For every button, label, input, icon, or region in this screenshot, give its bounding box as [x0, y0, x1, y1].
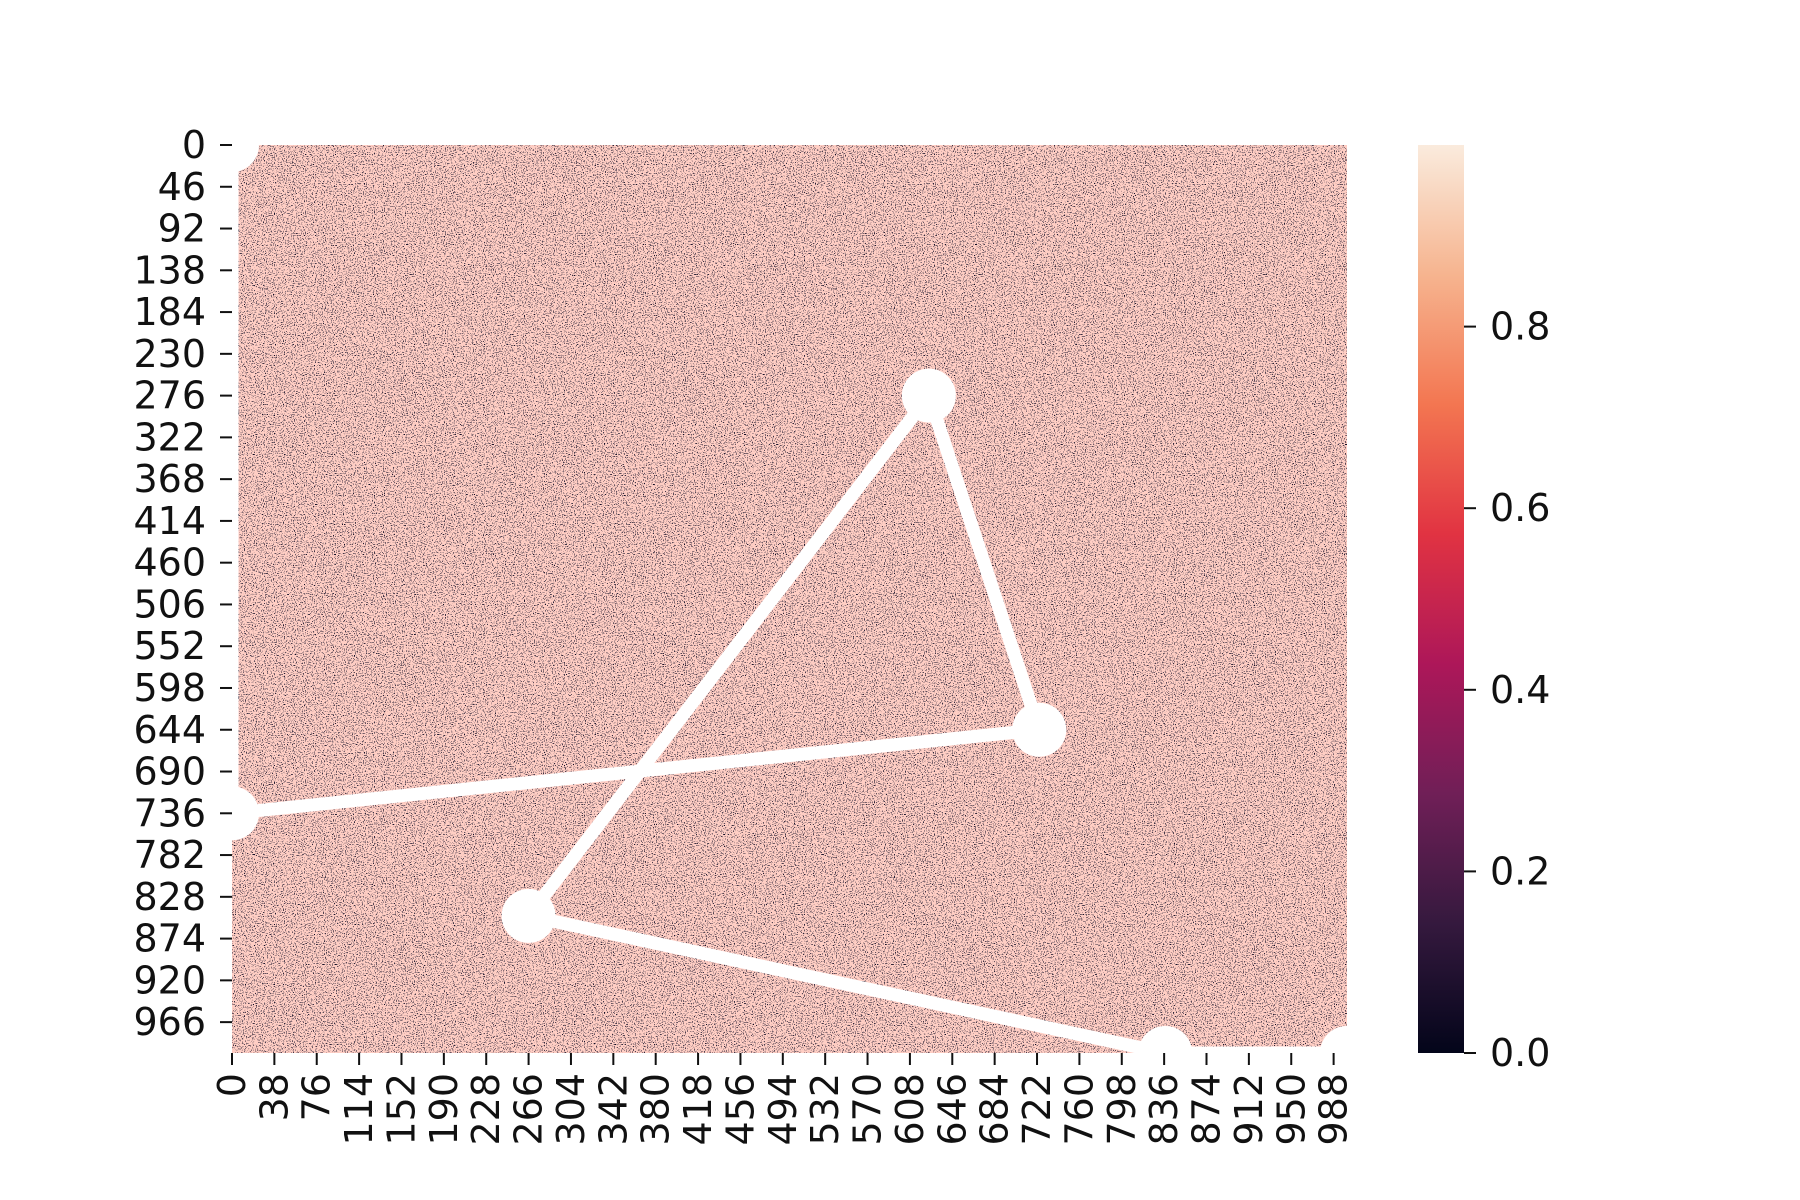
- x-tick-label: 570: [846, 1073, 890, 1146]
- y-tick-label: 184: [133, 290, 206, 334]
- y-tick-label: 644: [133, 708, 206, 752]
- x-tick-label: 190: [422, 1073, 466, 1146]
- overlay-point: [901, 368, 956, 423]
- overlay-segment: [922, 389, 1046, 737]
- overlay-segment: [522, 389, 936, 923]
- x-tick-label: 950: [1269, 1073, 1313, 1146]
- x-tick-label: 494: [761, 1073, 805, 1146]
- overlay-point: [1320, 1026, 1374, 1080]
- y-tick-label: 736: [133, 791, 206, 835]
- y-tick-label: 552: [133, 624, 206, 668]
- heatmap-cells: [232, 145, 1347, 1053]
- x-tick-label: 76: [295, 1073, 339, 1121]
- y-tick-label: 46: [158, 165, 206, 209]
- heatmap-noise-texture: [232, 145, 1347, 1053]
- y-tick-label: 230: [133, 332, 206, 376]
- colorbar-tick-label: 0.4: [1490, 668, 1550, 712]
- x-tick-label: 380: [634, 1073, 678, 1146]
- y-tick-label: 966: [133, 1000, 206, 1044]
- colorbar-tick-label: 0.0: [1490, 1031, 1550, 1075]
- x-tick-label: 114: [337, 1073, 381, 1146]
- x-tick-label: 304: [549, 1073, 593, 1146]
- y-tick-label: 920: [133, 958, 206, 1002]
- x-tick-label: 760: [1057, 1073, 1101, 1146]
- colorbar-tick-label: 0.2: [1490, 849, 1550, 893]
- y-tick-label: 0: [182, 123, 206, 167]
- x-tick-label: 988: [1312, 1073, 1356, 1146]
- overlay-point: [1012, 702, 1067, 757]
- y-tick-label: 276: [133, 374, 206, 418]
- x-tick-label: 646: [930, 1073, 974, 1146]
- y-tick-label: 322: [133, 415, 206, 459]
- colorbar-axis: 0.0 0.2 0.4 0.6 0.8: [1464, 305, 1550, 1075]
- x-tick-label: 152: [379, 1073, 423, 1146]
- y-tick-label: 92: [158, 207, 206, 251]
- y-tick-label: 414: [133, 499, 206, 543]
- x-tick-label: 912: [1227, 1073, 1271, 1146]
- x-tick-label: 608: [888, 1073, 932, 1146]
- colorbar: 0.0 0.2 0.4 0.6 0.8: [1418, 145, 1550, 1075]
- x-axis: 0387611415219022826630434238041845649453…: [210, 1053, 1356, 1146]
- x-tick-label: 874: [1185, 1073, 1229, 1146]
- overlay-point: [1138, 1026, 1193, 1080]
- overlay-path: [205, 118, 1374, 1080]
- x-tick-label: 38: [252, 1073, 296, 1121]
- x-tick-label: 722: [1015, 1073, 1059, 1146]
- x-tick-label: 836: [1142, 1073, 1186, 1146]
- x-tick-label: 418: [676, 1073, 720, 1146]
- x-tick-label: 798: [1100, 1073, 1144, 1146]
- colorbar-tick-label: 0.6: [1490, 486, 1550, 530]
- overlay-segment: [522, 909, 1172, 1060]
- y-tick-label: 828: [133, 875, 206, 919]
- y-tick-label: 138: [133, 248, 206, 292]
- x-tick-label: 266: [507, 1073, 551, 1146]
- x-tick-label: 342: [591, 1073, 635, 1146]
- x-tick-label: 684: [973, 1073, 1017, 1146]
- x-tick-label: 228: [464, 1073, 508, 1146]
- overlay-point: [501, 888, 556, 943]
- y-axis: 0469213818423027632236841446050655259864…: [133, 123, 232, 1044]
- y-tick-label: 690: [133, 750, 206, 794]
- x-tick-label: 0: [210, 1073, 254, 1097]
- y-tick-label: 460: [133, 541, 206, 585]
- y-tick-label: 368: [133, 457, 206, 501]
- x-tick-label: 456: [718, 1073, 762, 1146]
- y-tick-label: 506: [133, 582, 206, 626]
- colorbar-tick-label: 0.8: [1490, 305, 1550, 349]
- x-tick-label: 532: [803, 1073, 847, 1146]
- colorbar-bar: [1418, 145, 1464, 1053]
- y-tick-label: 598: [133, 666, 206, 710]
- y-tick-label: 874: [133, 917, 206, 961]
- y-tick-label: 782: [133, 833, 206, 877]
